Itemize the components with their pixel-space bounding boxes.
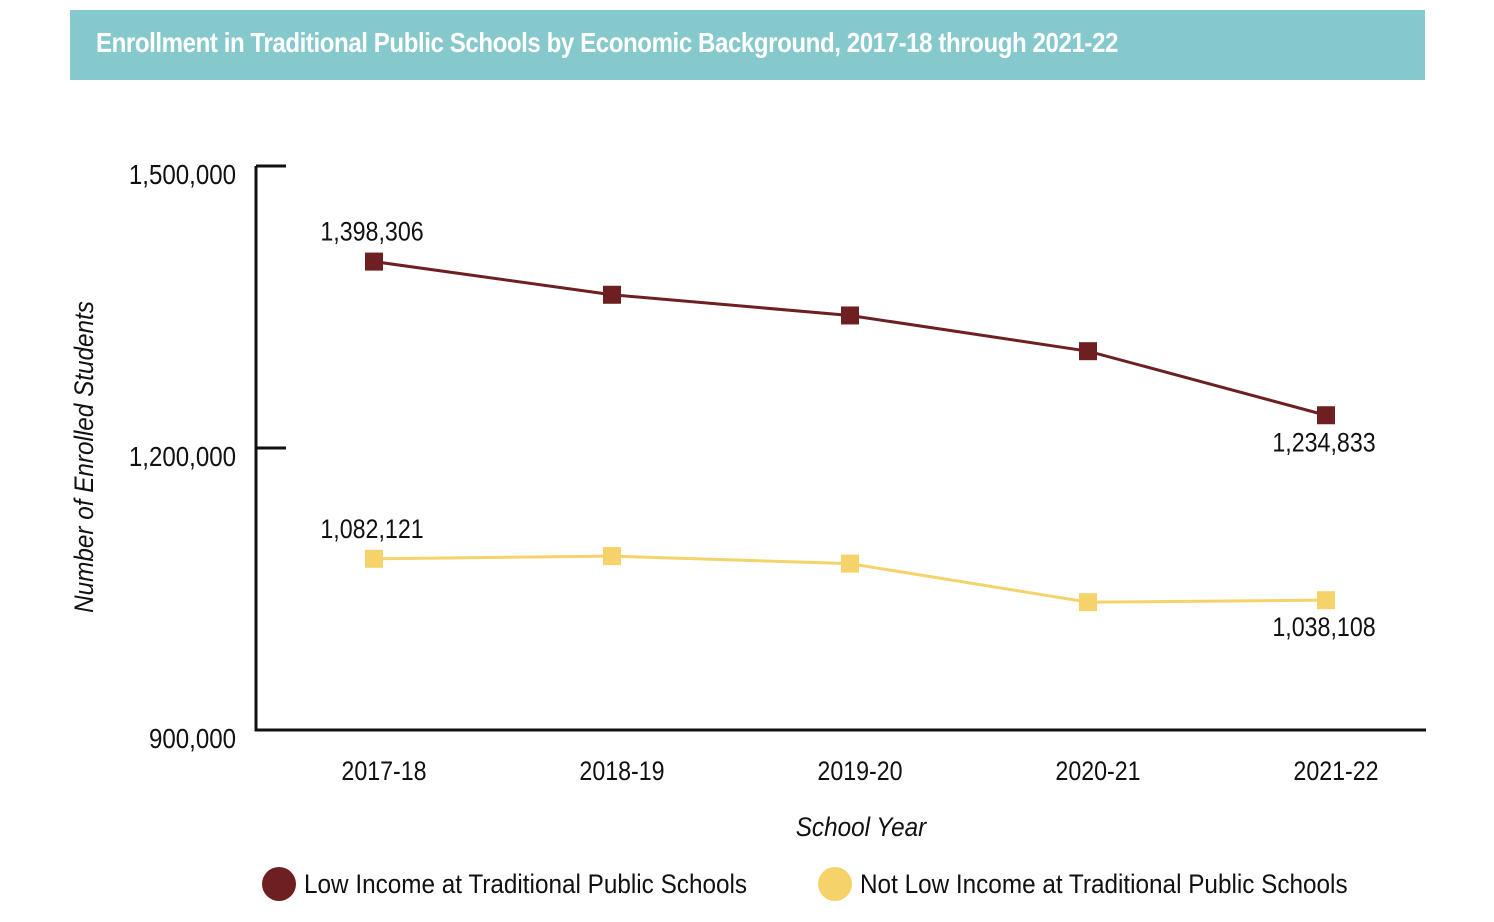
legend: Low Income at Traditional Public Schools… — [262, 864, 1424, 904]
data-label: 1,082,121 — [320, 514, 423, 544]
x-tick-label: 2019-20 — [817, 756, 902, 786]
x-axis-ticks: 2017-18 2018-19 2019-20 2020-21 2021-22 — [341, 756, 1378, 786]
data-labels-group: 1,398,306 1,234,833 1,082,121 1,038,108 — [320, 217, 1375, 643]
legend-swatch-not-low-income — [818, 867, 853, 901]
data-point-marker — [365, 252, 383, 271]
data-label: 1,398,306 — [320, 217, 423, 247]
legend-label-low-income: Low Income at Traditional Public Schools — [304, 868, 748, 899]
y-axis-ticks: 900,000 1,200,000 1,500,000 — [129, 158, 286, 754]
data-label: 1,038,108 — [1272, 613, 1375, 643]
x-tick-label: 2017-18 — [341, 756, 426, 786]
legend-label-not-low-income: Not Low Income at Traditional Public Sch… — [860, 868, 1348, 899]
chart-area: 900,000 1,200,000 1,500,000 2017-18 2018-19… — [70, 158, 1426, 842]
x-tick-label: 2021-22 — [1293, 756, 1378, 786]
y-tick-label: 1,200,000 — [129, 440, 236, 472]
data-point-marker — [1079, 342, 1097, 361]
title-banner: Enrollment in Traditional Public Schools… — [70, 10, 1425, 80]
data-point-marker — [603, 547, 621, 566]
x-tick-label: 2020-21 — [1055, 756, 1140, 786]
y-axis-title: Number of Enrolled Students — [70, 301, 99, 613]
y-tick-label: 1,500,000 — [129, 158, 236, 190]
series-line — [373, 260, 1327, 417]
axes — [254, 166, 1426, 732]
data-point-marker — [841, 306, 859, 325]
series-group — [365, 252, 1335, 612]
y-tick-label: 900,000 — [149, 722, 236, 754]
legend-item-not-low-income: Not Low Income at Traditional Public Sch… — [818, 867, 1372, 901]
data-point-marker — [603, 285, 621, 304]
x-axis-title: School Year — [796, 813, 928, 842]
data-point-marker — [1317, 406, 1335, 425]
chart-title: Enrollment in Traditional Public Schools… — [96, 27, 1118, 58]
legend-swatch-low-income — [262, 867, 296, 901]
data-point-marker — [1079, 593, 1097, 612]
data-label: 1,234,833 — [1272, 428, 1375, 458]
data-point-marker — [841, 554, 859, 573]
data-point-marker — [1317, 591, 1335, 610]
legend-item-low-income: Low Income at Traditional Public Schools — [262, 867, 766, 901]
x-tick-label: 2018-19 — [579, 756, 664, 786]
data-point-marker — [365, 549, 383, 568]
